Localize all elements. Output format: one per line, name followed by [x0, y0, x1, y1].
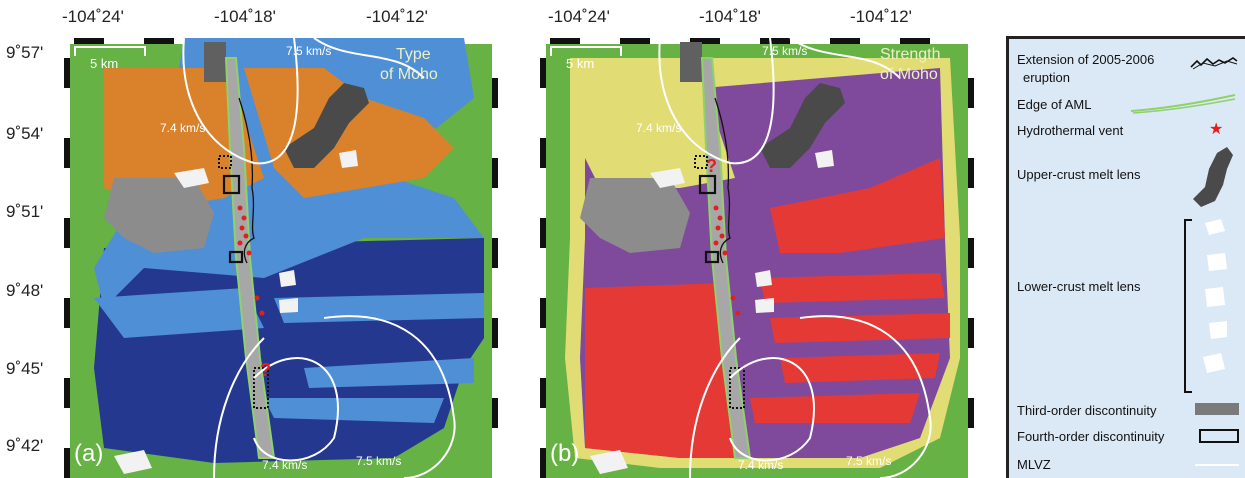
contour-label-b-4: 7.5 km/s — [846, 454, 892, 468]
eruption-extent — [714, 97, 731, 264]
panel-b-title-line1: Strength — [880, 46, 941, 63]
legend-third-order-label: Third-order discontinuity — [1017, 403, 1157, 418]
lon-tick-b-2: -104˚18' — [699, 7, 761, 26]
legend-vent-label: Hydrothermal vent — [1017, 123, 1124, 138]
third-order-discontinuity-north — [204, 42, 226, 82]
question-mark-b: ? — [706, 156, 717, 176]
panel-label-b: (b) — [550, 440, 580, 467]
fourth-order-discontinuity-2 — [228, 250, 244, 264]
lon-tick-a-2: -104˚18' — [214, 7, 276, 26]
contour-label-a-3: 7.4 km/s — [262, 458, 308, 472]
mlvz-contours — [658, 38, 932, 478]
legend-mlvz-label: MLVZ — [1017, 457, 1051, 472]
lat-tick-6: 9˚42' — [6, 436, 44, 455]
fourth-order-discontinuity-4-dotted — [729, 367, 745, 409]
lower-crust-melt-lens-2 — [815, 150, 834, 168]
lower-crust-melt-lens-1 — [174, 168, 209, 188]
legend-aml-label: Edge of AML — [1017, 97, 1092, 112]
legend-upper-lens-label: Upper-crust melt lens — [1017, 167, 1141, 182]
hydrothermal-vents — [237, 205, 265, 316]
legend-eruption-symbol — [1190, 57, 1238, 70]
lat-tick-4: 9˚48' — [6, 281, 44, 300]
legend-fourth-order-label: Fourth-order discontinuity — [1017, 429, 1165, 444]
contour-label-a-2: 7.4 km/s — [160, 121, 206, 135]
fourth-order-discontinuity-2 — [704, 250, 720, 264]
lat-tick-3: 9˚51' — [6, 202, 44, 221]
fourth-order-discontinuity-3-dotted — [218, 155, 232, 169]
lower-crust-melt-lens-5 — [114, 450, 152, 474]
moho-orange-region-left — [104, 68, 264, 208]
upper-crust-melt-lens — [760, 83, 845, 168]
panel-label-a: (a) — [74, 440, 104, 467]
lon-tick-b-3: -104˚12' — [850, 7, 912, 26]
contour-label-a-1: 7.5 km/s — [286, 44, 332, 58]
lon-tick-a-1: -104˚24' — [62, 7, 124, 26]
panel-b-title-line2: of Moho — [880, 66, 938, 83]
contour-label-b-1: 7.5 km/s — [762, 44, 808, 58]
legend-mlvz-symbol — [1195, 464, 1239, 466]
legend-fourth-order-symbol — [1199, 429, 1239, 443]
lat-tick-1: 9˚57' — [6, 43, 44, 62]
panel-a-title-line1: Type — [396, 46, 431, 63]
lat-tick-2: 9˚54' — [6, 124, 44, 143]
eruption-extent — [238, 97, 255, 264]
strength-red-band-2 — [770, 313, 950, 343]
legend-lower-lens-symbol — [1203, 219, 1227, 373]
hydrothermal-vents — [713, 205, 741, 316]
moho-lightblue-band-4 — [264, 398, 444, 423]
upper-crust-melt-lens — [284, 83, 369, 168]
panel-b-moho-strength-map: 5 km Strength of Moho 7.5 km/s 7.4 km/s … — [540, 38, 974, 478]
strength-yellow-upper-left — [580, 68, 735, 188]
mlvz-contours — [182, 38, 456, 478]
scale-bar-label-a: 5 km — [90, 56, 119, 71]
legend-aml-symbol — [1130, 94, 1236, 114]
legend-lower-lens-label: Lower-crust melt lens — [1017, 279, 1141, 294]
panel-a-moho-type-map: 5 km Type of Moho 7.5 km/s 7.4 km/s 7.4 … — [64, 38, 498, 478]
lower-crust-melt-lens-1 — [650, 168, 685, 188]
legend-bracket — [1184, 219, 1192, 393]
legend-third-order-symbol — [1195, 403, 1239, 415]
legend-upper-lens-symbol — [1193, 147, 1233, 207]
contour-label-b-3: 7.4 km/s — [738, 458, 784, 472]
strength-red-band-1 — [760, 273, 945, 303]
contour-label-a-4: 7.5 km/s — [356, 454, 402, 468]
gray-zone — [104, 178, 214, 253]
fourth-order-discontinuity-1 — [222, 174, 241, 195]
lower-crust-melt-lens-3 — [279, 270, 296, 287]
third-order-discontinuity-north — [680, 42, 702, 82]
panel-a-title-line2: of Moho — [380, 66, 438, 83]
fourth-order-discontinuity-4-dotted — [253, 367, 269, 409]
map-legend: Extension of 2005-2006 eruption Edge of … — [1006, 36, 1245, 478]
fourth-order-discontinuity-3-dotted — [694, 155, 708, 169]
lower-crust-melt-lens-5 — [590, 450, 628, 474]
scale-bar-b — [550, 46, 622, 56]
lon-tick-b-1: -104˚24' — [548, 7, 610, 26]
scale-bar-label-b: 5 km — [566, 56, 595, 71]
strength-red-region-right — [770, 158, 945, 253]
strength-red-band-4 — [750, 393, 920, 423]
star-icon: ★ — [1209, 121, 1224, 138]
lower-crust-melt-lens-4 — [755, 298, 774, 313]
legend-eruption-label: Extension of 2005-2006 — [1017, 52, 1155, 67]
moho-lightblue-band-3 — [304, 358, 474, 388]
contour-label-b-2: 7.4 km/s — [636, 121, 682, 135]
moho-lightblue-band-1 — [94, 288, 264, 338]
strength-red-band-3 — [780, 353, 940, 383]
lat-tick-5: 9˚45' — [6, 359, 44, 378]
lower-crust-melt-lens-4 — [279, 298, 298, 313]
fourth-order-discontinuity-1 — [698, 174, 717, 195]
frame-ticks — [540, 38, 974, 478]
lower-crust-melt-lens-2 — [339, 150, 358, 168]
lower-crust-melt-lens-3 — [755, 270, 772, 287]
strength-red-region-lower-left — [585, 283, 735, 458]
lon-tick-a-3: -104˚12' — [366, 7, 428, 26]
gray-zone — [580, 178, 690, 253]
scale-bar-a — [74, 46, 146, 56]
moho-lightblue-band-2 — [274, 293, 484, 323]
legend-eruption-label-2: eruption — [1023, 70, 1070, 85]
question-mark-a: ? — [260, 360, 271, 380]
